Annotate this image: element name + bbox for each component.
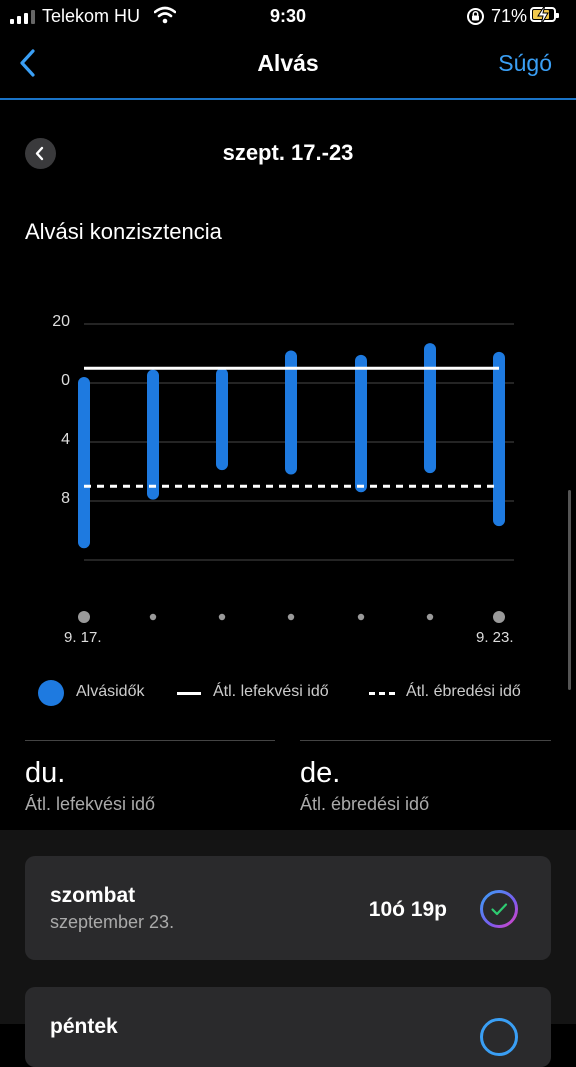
record-day: péntek — [50, 1015, 118, 1038]
legend-label-sleep-bars: Alvásidők — [76, 683, 145, 700]
previous-week-button[interactable] — [25, 138, 56, 169]
record-duration: 10ó 19p — [368, 898, 447, 921]
carrier-name: Telekom HU — [42, 6, 141, 26]
help-button[interactable]: Súgó — [498, 50, 552, 76]
back-chevron-icon[interactable] — [18, 48, 38, 78]
day-marker-dot — [78, 611, 90, 623]
check-circle-icon — [480, 890, 518, 928]
chart-legend: Alvásidők Átl. lefekvési idő Átl. ébredé… — [0, 676, 576, 710]
y-tick-label: 4 — [61, 431, 70, 448]
legend-swatch-sleep-bars — [38, 680, 64, 706]
summary-divider — [300, 740, 551, 741]
summary-divider — [25, 740, 275, 741]
legend-swatch-bedtime — [177, 692, 201, 695]
avg-bedtime-value: du. — [25, 757, 66, 789]
page-title: Alvás — [257, 50, 319, 76]
legend-label-bedtime: Átl. lefekvési idő — [213, 683, 329, 700]
day-marker-dot — [287, 613, 295, 621]
section-title: Alvási konzisztencia — [25, 219, 222, 244]
day-marker-dot — [426, 613, 434, 621]
avg-wake-value: de. — [300, 757, 341, 789]
avg-bedtime-label: Átl. lefekvési idő — [25, 794, 156, 814]
battery-icon — [530, 5, 559, 25]
record-day: szombat — [50, 884, 136, 907]
clock: 9:30 — [269, 6, 307, 26]
y-tick-label: 0 — [61, 372, 70, 389]
date-range: szept. 17.-23 — [222, 140, 354, 165]
nav-divider — [0, 98, 576, 100]
nav-bar: Alvás Súgó — [0, 34, 576, 98]
sleep-consistency-chart: 20 0 4 8 9. 17. 9. 23. — [0, 280, 576, 680]
chart-plot — [78, 323, 514, 623]
legend-swatch-wake — [369, 692, 395, 695]
y-tick-label: 20 — [52, 313, 70, 330]
day-marker-dot — [357, 613, 365, 621]
day-marker-dot — [218, 613, 226, 621]
cellular-signal-icon — [10, 10, 35, 24]
record-date: szeptember 23. — [50, 912, 175, 932]
x-axis-label-end: 9. 23. — [476, 629, 514, 646]
battery-percent: 71% — [491, 6, 528, 26]
sleep-record-card[interactable]: péntek — [25, 987, 551, 1067]
orientation-lock-icon — [467, 8, 484, 25]
scrollbar[interactable] — [568, 490, 571, 690]
y-tick-label: 8 — [61, 490, 70, 507]
status-bar: Telekom HU 9:30 71% — [0, 0, 576, 34]
check-circle-icon — [480, 1018, 518, 1056]
day-marker-dot — [493, 611, 505, 623]
avg-wake-label: Átl. ébredési idő — [300, 794, 430, 814]
legend-label-wake: Átl. ébredési idő — [406, 683, 521, 700]
wifi-icon — [154, 6, 176, 24]
day-marker-dot — [149, 613, 157, 621]
sleep-record-card[interactable]: szombat szeptember 23. 10ó 19p — [25, 856, 551, 960]
x-axis-label-start: 9. 17. — [64, 629, 102, 646]
chevron-left-icon — [35, 146, 44, 161]
sleep-records-list: szombat szeptember 23. 10ó 19p péntek — [0, 830, 576, 1067]
